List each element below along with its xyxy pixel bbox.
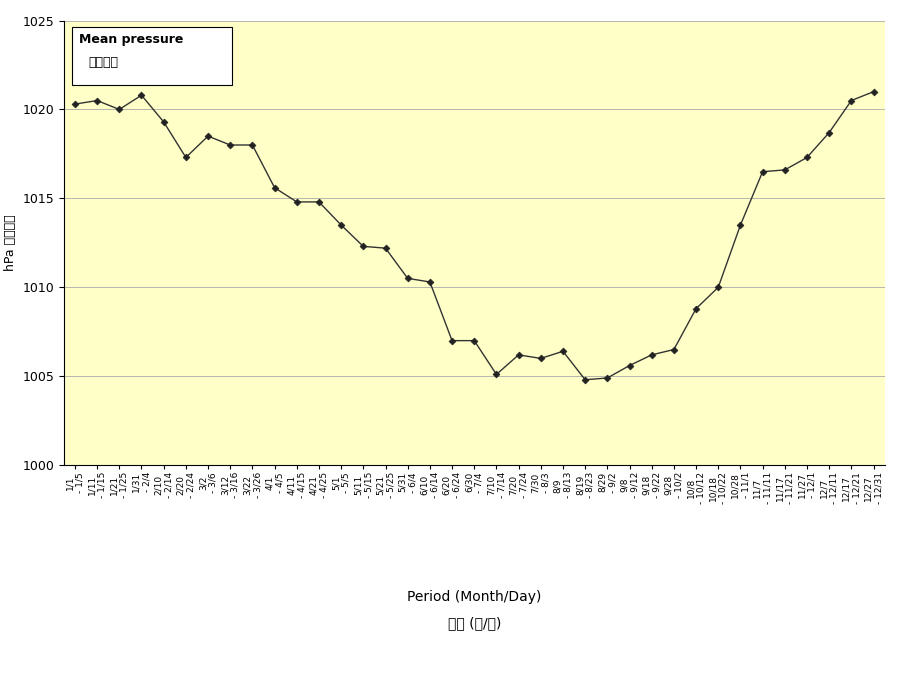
FancyBboxPatch shape <box>72 27 231 85</box>
Text: 平均氣壓: 平均氣壓 <box>88 56 118 69</box>
Text: 期間 (月/日): 期間 (月/日) <box>447 616 500 630</box>
Text: Period (Month/Day): Period (Month/Day) <box>406 590 541 603</box>
Y-axis label: hPa 百帕斯卡: hPa 百帕斯卡 <box>4 215 16 271</box>
Text: Mean pressure: Mean pressure <box>78 33 183 46</box>
